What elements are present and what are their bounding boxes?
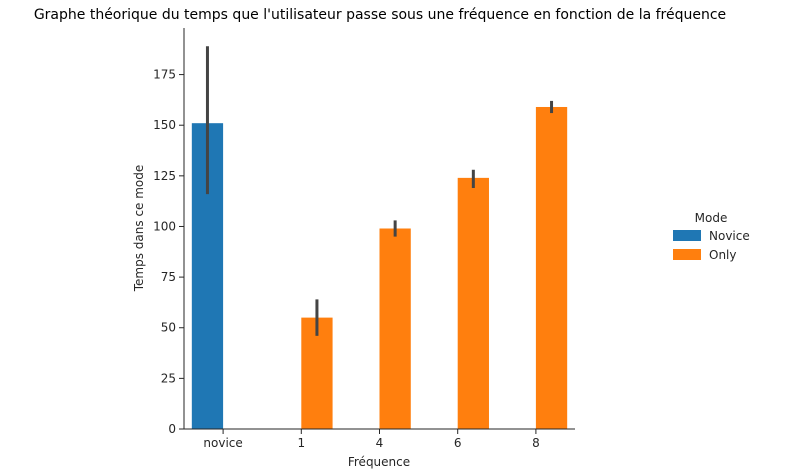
bars [191,106,568,430]
bar-only-6 [457,177,489,429]
bar-only-8 [535,106,568,429]
legend-swatch-only [673,249,701,260]
y-tick-label: 75 [161,270,176,284]
legend-label-novice: Novice [709,229,750,243]
x-tick-label: 6 [454,436,462,450]
legend: Mode Novice Only [673,211,750,262]
y-tick-label: 0 [168,422,176,436]
legend-label-only: Only [709,248,737,262]
x-tick-label: novice [203,436,242,450]
plot-area: 0 25 50 75 100 125 150 175 novice 1 4 6 8 [153,28,575,450]
y-ticks: 0 25 50 75 100 125 150 175 [153,68,184,436]
y-tick-label: 50 [161,321,176,335]
error-bars [205,46,554,336]
x-tick-label: 1 [297,436,305,450]
chart-title: Graphe théorique du temps que l'utilisat… [34,7,726,23]
y-tick-label: 175 [153,68,176,82]
x-ticks: novice 1 4 6 8 [203,429,540,450]
x-axis-label: Fréquence [348,455,410,469]
y-tick-label: 100 [153,219,176,233]
y-tick-label: 25 [161,371,176,385]
y-tick-label: 150 [153,118,176,132]
x-tick-label: 8 [532,436,540,450]
y-axis-label: Temps dans ce mode [132,165,146,293]
bar-only-1 [301,317,333,429]
legend-title: Mode [695,211,728,225]
bar-only-4 [379,228,411,429]
legend-swatch-novice [673,230,701,241]
y-tick-label: 125 [153,169,176,183]
x-tick-label: 4 [376,436,384,450]
